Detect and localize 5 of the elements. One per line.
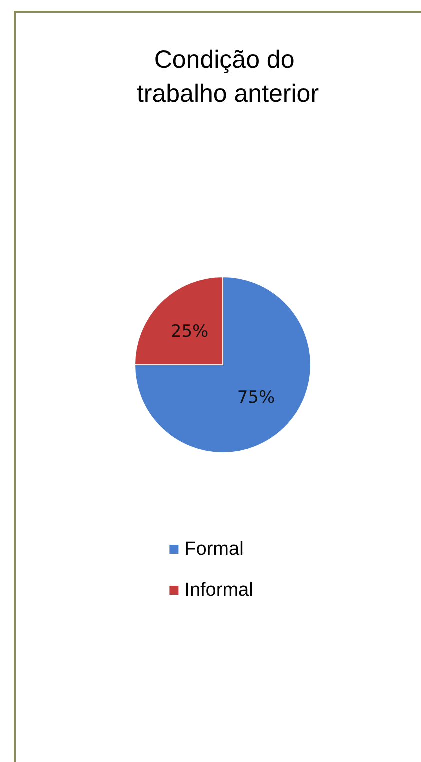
legend-label: Informal	[184, 580, 254, 601]
legend-label: Formal	[184, 539, 244, 560]
chart-title: Condição do trabalho anterior	[136, 46, 320, 108]
data-label: 25%	[170, 322, 209, 342]
data-label: 75%	[237, 388, 276, 408]
